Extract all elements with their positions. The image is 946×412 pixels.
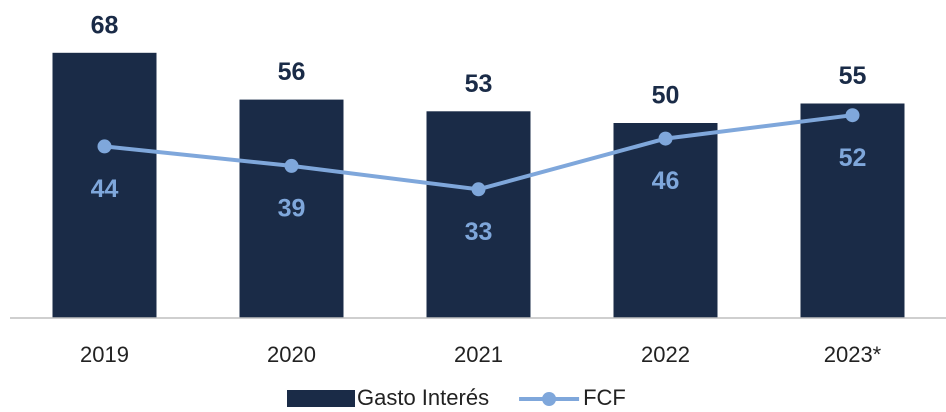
line-value-label: 39	[278, 195, 306, 223]
bar	[239, 99, 344, 318]
line-point	[284, 158, 299, 173]
bar-value-label: 56	[278, 58, 306, 86]
line-point	[658, 131, 673, 146]
line-point	[845, 108, 860, 123]
x-tick-label: 2021	[454, 342, 503, 367]
legend-label: FCF	[583, 385, 626, 410]
line-value-label: 52	[839, 144, 867, 172]
bar-value-label: 55	[839, 62, 867, 90]
legend-label: Gasto Interés	[357, 385, 489, 410]
x-tick-label: 2022	[641, 342, 690, 367]
bar	[52, 52, 157, 319]
legend-swatch-point	[542, 392, 557, 406]
line-value-label: 44	[91, 175, 119, 203]
bar	[613, 123, 718, 318]
legend-swatch	[287, 390, 355, 407]
x-tick-label: 2020	[267, 342, 316, 367]
bar	[426, 111, 531, 318]
line-point	[97, 139, 112, 154]
bar-value-label: 68	[91, 11, 119, 39]
line-value-label: 33	[465, 218, 493, 246]
bar	[800, 103, 905, 318]
x-tick-label: 2019	[80, 342, 129, 367]
x-tick-label: 2023*	[824, 342, 882, 367]
bar-value-label: 50	[652, 82, 680, 110]
line-value-label: 46	[652, 167, 680, 195]
bar-value-label: 53	[465, 70, 493, 98]
line-point	[471, 182, 486, 197]
